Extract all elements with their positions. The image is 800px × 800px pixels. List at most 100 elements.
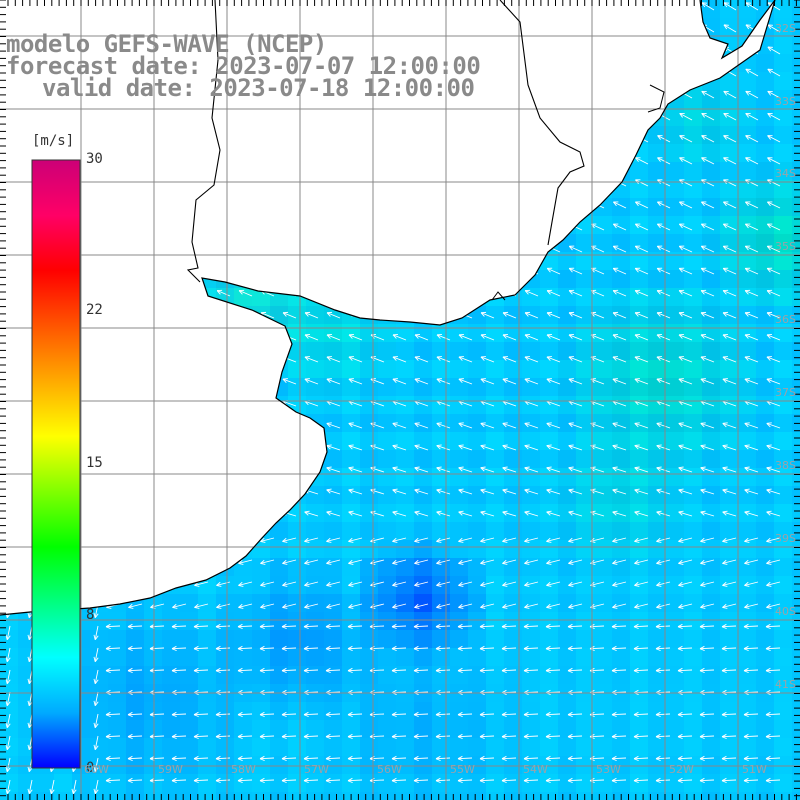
wind-cell: [306, 792, 325, 800]
wind-cell: [594, 738, 613, 757]
wind-cell: [648, 558, 667, 577]
wind-cell: [306, 522, 325, 541]
wind-arrow: [722, 334, 737, 341]
wind-cell: [738, 180, 757, 199]
wind-arrow: [348, 444, 363, 451]
wind-arrow: [303, 645, 319, 652]
wind-cell: [378, 738, 397, 757]
wind-cell: [576, 522, 595, 541]
wind-arrow: [655, 733, 671, 740]
wind-cell: [54, 792, 73, 800]
wind-cell: [576, 234, 595, 253]
wind-cell: [540, 720, 559, 739]
wind-arrow: [501, 645, 517, 652]
wind-cell: [378, 558, 397, 577]
wind-arrow: [611, 755, 627, 762]
wind-cell: [450, 666, 469, 685]
wind-cell: [594, 630, 613, 649]
wind-arrow: [458, 559, 473, 565]
wind-cell: [702, 720, 721, 739]
wind-arrow: [612, 510, 627, 517]
wind-arrow: [678, 488, 693, 495]
wind-arrow: [744, 267, 759, 275]
wind-cell: [774, 414, 793, 433]
wind-cell: [522, 504, 541, 523]
wind-cell: [486, 522, 505, 541]
border-line: [499, 0, 585, 246]
wind-cell: [414, 360, 433, 379]
wind-arrow: [677, 645, 693, 652]
wind-cell: [306, 558, 325, 577]
wind-arrow: [568, 559, 583, 565]
wind-arrow: [303, 777, 319, 784]
wind-cell: [594, 270, 613, 289]
wind-arrow: [392, 510, 407, 517]
wind-cell: [720, 324, 739, 343]
wind-cell: [702, 738, 721, 757]
wind-cell: [342, 360, 361, 379]
wind-cell: [432, 522, 451, 541]
wind-arrow: [546, 510, 561, 517]
wind-cell: [702, 450, 721, 469]
colorbar-tick-0: 0: [86, 760, 95, 776]
wind-cell: [648, 666, 667, 685]
wind-arrow: [633, 755, 649, 762]
wind-cell: [540, 270, 559, 289]
wind-arrow: [194, 603, 209, 609]
wind-cell: [684, 162, 703, 181]
wind-cell: [414, 738, 433, 757]
wind-cell: [306, 378, 325, 397]
wind-cell: [576, 504, 595, 523]
wind-cell: [324, 540, 343, 559]
wind-cell: [0, 612, 19, 631]
wind-cell: [378, 504, 397, 523]
wind-arrow: [127, 667, 143, 674]
wind-cell: [612, 468, 631, 487]
wind-arrow: [634, 311, 649, 319]
wind-arrow: [677, 711, 693, 718]
wind-cell: [540, 360, 559, 379]
wind-cell: [612, 378, 631, 397]
wind-cell: [630, 486, 649, 505]
wind-cell: [414, 486, 433, 505]
wind-cell: [468, 630, 487, 649]
wind-cell: [522, 378, 541, 397]
wind-cell: [612, 252, 631, 271]
wind-cell: [162, 792, 181, 800]
wind-cell: [666, 108, 685, 127]
wind-cell: [468, 486, 487, 505]
wind-cell: [540, 648, 559, 667]
wind-cell: [486, 342, 505, 361]
wind-cell: [576, 450, 595, 469]
wind-arrow: [744, 466, 759, 473]
wind-cell: [288, 594, 307, 613]
wind-cell: [738, 360, 757, 379]
wind-cell: [576, 378, 595, 397]
wind-cell: [612, 486, 631, 505]
wind-arrow: [700, 356, 715, 363]
wind-arrow: [678, 603, 693, 609]
wind-cell: [612, 504, 631, 523]
wind-cell: [504, 702, 523, 721]
wind-cell: [414, 576, 433, 595]
wind-arrow: [700, 378, 715, 385]
wind-cell: [756, 126, 775, 145]
wind-cell: [270, 774, 289, 793]
wind-arrow: [545, 733, 561, 740]
wind-cell: [792, 486, 800, 505]
wind-cell: [792, 306, 800, 325]
wind-cell: [666, 486, 685, 505]
wind-arrow: [766, 245, 781, 253]
wind-cell: [558, 342, 577, 361]
wind-arrow: [435, 645, 451, 652]
wind-arrow: [546, 356, 561, 363]
wind-cell: [738, 756, 757, 775]
wind-arrow: [656, 422, 671, 429]
wind-arrow: [766, 603, 781, 609]
wind-cell: [738, 738, 757, 757]
wind-arrow: [723, 157, 737, 165]
wind-arrow: [523, 755, 539, 762]
wind-arrow: [613, 201, 627, 209]
wind-cell: [594, 306, 613, 325]
wind-arrow: [722, 444, 737, 451]
